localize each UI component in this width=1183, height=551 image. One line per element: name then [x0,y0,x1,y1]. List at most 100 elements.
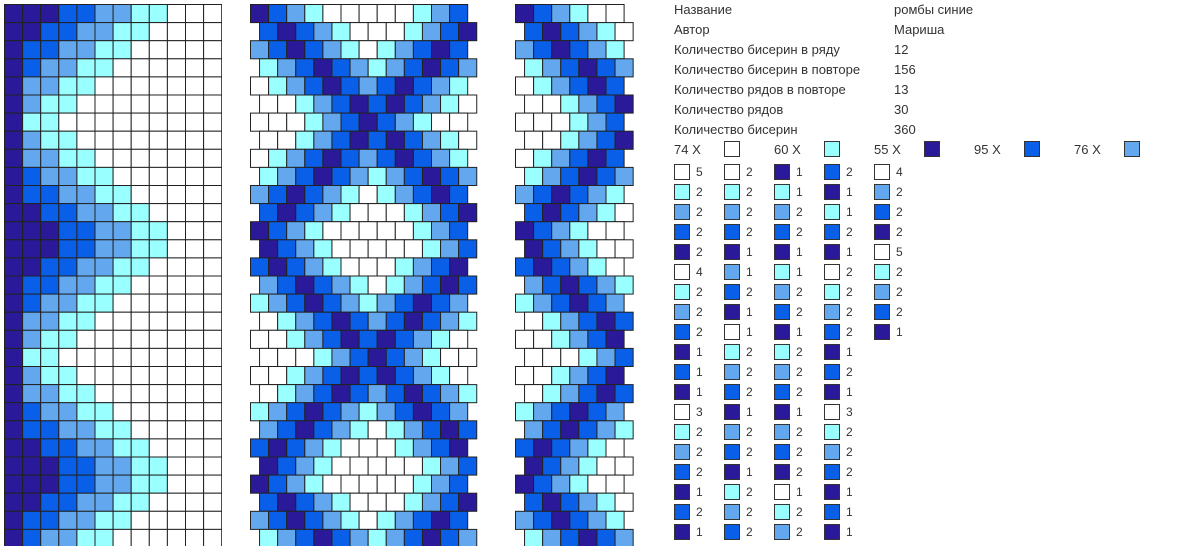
bead-swatch [674,404,690,420]
bead-cell [358,76,378,96]
bead-cell [22,311,42,331]
legend-swatch [724,141,740,157]
bead-cell [112,185,132,205]
sequence-item: 2 [824,442,884,462]
bead-cell [94,58,114,78]
bead-cell [148,347,168,367]
bead-cell [130,112,150,132]
bead-cell [542,420,562,440]
bead-cell [130,456,150,476]
bead-cell [449,221,469,241]
bead-cell [385,347,405,367]
bead-cell [331,347,351,367]
bead-cell [58,402,78,422]
bead-swatch [774,224,790,240]
bead-cell [112,510,132,530]
bead-cell [203,456,222,476]
bead-cell [295,58,315,78]
bead-cell [449,112,469,132]
bead-cell [551,112,571,132]
bead-cell [58,492,78,512]
bead-cell [458,130,478,150]
bead-cell [94,329,114,349]
bead-cell [560,384,580,404]
bead-cell [259,492,279,512]
bead-count: 2 [896,185,903,199]
bead-cell [394,402,414,422]
sequence-item: 2 [774,422,834,442]
bead-cell [203,185,222,205]
bead-cell [614,130,634,150]
bead-cell [148,474,168,494]
bead-cell [322,402,342,422]
bead-cell [431,366,451,386]
bead-cell [148,40,168,60]
bead-cell [313,420,333,440]
bead-cell [286,112,306,132]
bead-cell [286,257,306,277]
bead-cell [376,148,396,168]
bead-cell [112,492,132,512]
bead-cell [130,366,150,386]
bead-cell [58,112,78,132]
bead-count: 2 [746,385,753,399]
bead-cell [403,58,423,78]
bead-cell [22,40,42,60]
sequence-item: 2 [674,282,734,302]
bead-cell [76,166,96,186]
bead-cell [431,510,451,530]
bead-cell [295,347,315,367]
bead-cell [596,456,616,476]
sequence-item: 1 [674,382,734,402]
bead-cell [551,402,571,422]
bead-swatch [674,284,690,300]
bead-count: 2 [796,465,803,479]
bead-cell [112,311,132,331]
sequence-item: 2 [874,282,934,302]
bead-cell [596,420,616,440]
bead-cell [203,40,222,60]
bead-cell [259,456,279,476]
bead-cell [358,510,378,530]
bead-cell [4,239,24,259]
bead-count: 1 [846,345,853,359]
info-label: Название [674,2,733,17]
bead-cell [313,275,333,295]
bead-cell [560,420,580,440]
bead-cell [148,384,168,404]
info-value: 156 [894,62,916,77]
bead-cell [166,528,186,546]
sequence-item: 1 [774,482,834,502]
bead-swatch [824,444,840,460]
bead-cell [340,221,360,241]
bead-cell [440,275,460,295]
bead-cell [277,311,297,331]
bead-cell [40,148,60,168]
bead-cell [166,148,186,168]
bead-count: 1 [846,185,853,199]
bead-cell [94,257,114,277]
bead-cell [440,492,460,512]
bead-cell [560,275,580,295]
bead-cell [587,40,607,60]
bead-cell [614,456,634,476]
bead-cell [22,456,42,476]
bead-cell [440,384,460,404]
bead-cell [40,58,60,78]
bead-cell [185,4,205,24]
bead-count: 2 [896,205,903,219]
bead-cell [76,456,96,476]
bead-cell [458,58,478,78]
bead-swatch [674,204,690,220]
bead-cell [304,329,324,349]
bead-cell [250,293,270,313]
bead-cell [203,58,222,78]
bead-cell [112,22,132,42]
bead-cell [376,474,396,494]
bead-cell [412,474,432,494]
bead-cell [76,76,96,96]
bead-cell [412,366,432,386]
bead-count: 2 [696,445,703,459]
bead-cell [268,402,288,422]
bead-cell [130,492,150,512]
